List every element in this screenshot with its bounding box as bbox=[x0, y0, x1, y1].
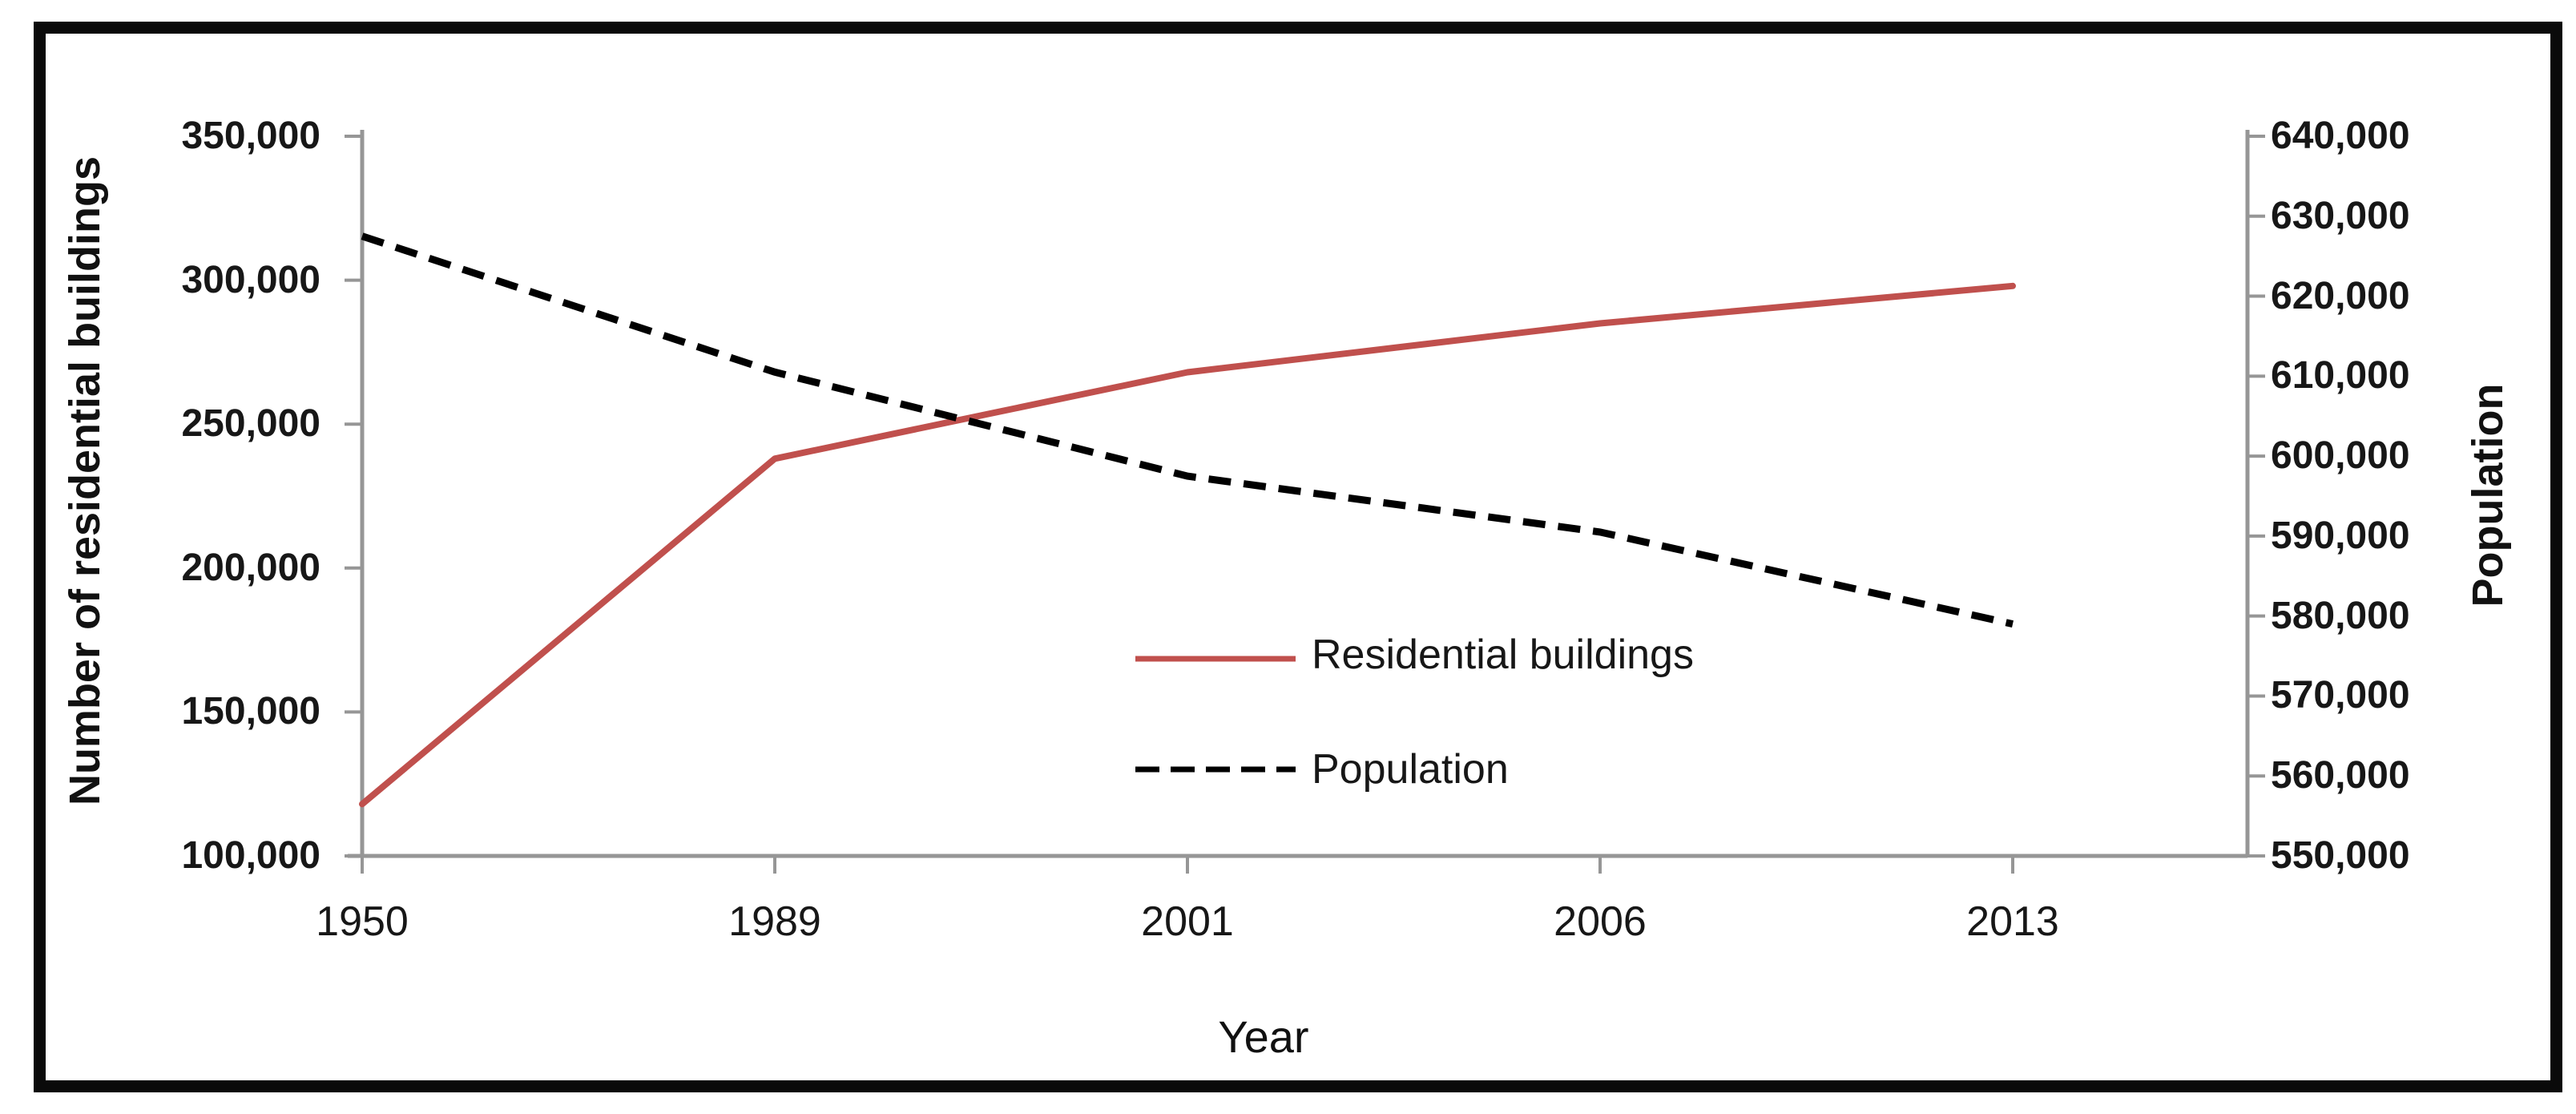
right-axis-tick-label: 570,000 bbox=[2271, 674, 2410, 716]
right-axis-tick-label: 600,000 bbox=[2271, 434, 2410, 477]
legend-label-population: Population bbox=[1312, 746, 1509, 793]
legend-label-residential-buildings: Residential buildings bbox=[1312, 632, 1694, 678]
population-series-line bbox=[361, 232, 2014, 628]
x-axis-tick-label: 2006 bbox=[1554, 898, 1647, 945]
left-axis-tick-label: 100,000 bbox=[181, 834, 320, 877]
x-axis-title: Year bbox=[1218, 1011, 1309, 1062]
left-axis-tick-label: 250,000 bbox=[181, 402, 320, 445]
right-axis-tick-label: 630,000 bbox=[2271, 195, 2410, 237]
right-axis-title: Population bbox=[2464, 383, 2512, 607]
x-axis-tick-label: 2001 bbox=[1141, 898, 1234, 945]
left-axis-tick-label: 150,000 bbox=[181, 690, 320, 733]
right-axis-tick-label: 640,000 bbox=[2271, 115, 2410, 157]
x-axis-tick-label: 1989 bbox=[728, 898, 821, 945]
residential-buildings-series-line bbox=[359, 282, 2016, 808]
left-axis-tick-label: 300,000 bbox=[181, 259, 320, 301]
right-axis-tick-label: 590,000 bbox=[2271, 515, 2410, 557]
x-axis-tick-label: 2013 bbox=[1966, 898, 2059, 945]
right-axis-tick-label: 550,000 bbox=[2271, 834, 2410, 877]
left-axis-tick-label: 200,000 bbox=[181, 547, 320, 589]
right-axis-tick-label: 620,000 bbox=[2271, 275, 2410, 317]
right-axis-tick-label: 560,000 bbox=[2271, 754, 2410, 797]
right-axis-tick-label: 580,000 bbox=[2271, 595, 2410, 637]
left-axis-tick-label: 350,000 bbox=[181, 115, 320, 157]
right-axis-tick-label: 610,000 bbox=[2271, 354, 2410, 397]
x-axis-tick-label: 1950 bbox=[316, 898, 409, 945]
left-axis-title: Number of residential buildings bbox=[61, 155, 109, 806]
